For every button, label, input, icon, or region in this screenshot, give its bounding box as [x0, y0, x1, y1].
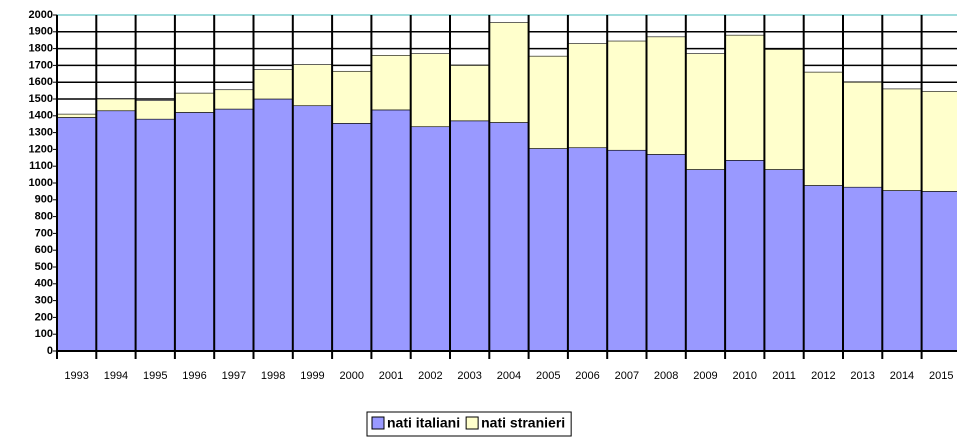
y-tick-label: 1000	[29, 177, 53, 189]
bar-segment	[803, 71, 844, 186]
bar-segment	[881, 190, 922, 352]
bar-segment	[724, 34, 765, 161]
x-tick-label: 2013	[850, 370, 874, 382]
legend: nati italiani nati stranieri	[366, 411, 572, 437]
y-tick-label: 1200	[29, 143, 53, 155]
bar-segment	[174, 92, 215, 113]
bar-segment	[331, 70, 372, 124]
bar-segment	[606, 40, 647, 151]
y-tick-label: 300	[35, 295, 53, 307]
bar-segment	[724, 160, 765, 352]
bar-segment	[528, 55, 569, 149]
legend-label: nati italiani	[387, 415, 460, 431]
bar-segment	[842, 81, 883, 188]
y-tick-label: 1600	[29, 76, 53, 88]
x-tick-label: 1998	[261, 370, 285, 382]
y-tick-label: 800	[35, 211, 53, 223]
bar-segment	[56, 113, 97, 118]
bar-segment	[881, 88, 922, 191]
bar-segment	[292, 105, 333, 352]
x-tick-label: 2014	[890, 370, 914, 382]
x-tick-label: 2002	[418, 370, 442, 382]
bar-segment	[488, 22, 529, 123]
x-tick-label: 1996	[182, 370, 206, 382]
bar-segment	[567, 147, 608, 352]
x-tick-label: 2011	[772, 370, 796, 382]
bar-segment	[410, 53, 451, 128]
y-tick-label: 1700	[29, 59, 53, 71]
bar-segment	[135, 118, 176, 352]
y-tick-label: 400	[35, 278, 53, 290]
bar-segment	[606, 149, 647, 352]
bar-segment	[410, 126, 451, 352]
bar-segment	[96, 98, 136, 112]
bar-segment	[96, 110, 136, 352]
x-tick-label: 2004	[497, 370, 521, 382]
x-tick-label: 1994	[104, 370, 128, 382]
bar-segment	[488, 122, 529, 352]
y-tick-label: 500	[35, 261, 53, 273]
y-tick-label: 0	[47, 345, 53, 357]
y-tick-label: 1500	[29, 93, 53, 105]
bar-segment	[253, 98, 294, 352]
y-tick-label: 900	[35, 194, 53, 206]
bar-segment	[56, 117, 97, 352]
y-tick-label: 1800	[29, 43, 53, 55]
bar-segment	[803, 185, 844, 352]
bar-segment	[764, 169, 805, 352]
bar-segment	[921, 191, 957, 352]
bar-segment	[685, 53, 726, 170]
y-tick-label: 200	[35, 311, 53, 323]
legend-swatch	[465, 416, 479, 430]
bar-segment	[685, 169, 726, 352]
x-tick-label: 2005	[536, 370, 560, 382]
y-tick-label: 600	[35, 244, 53, 256]
bar-segment	[213, 108, 254, 352]
y-tick-label: 1100	[29, 160, 53, 172]
x-tick-label: 2001	[379, 370, 403, 382]
x-tick-label: 2007	[615, 370, 639, 382]
bar-segment	[213, 89, 254, 110]
x-tick-label: 2008	[654, 370, 678, 382]
y-tick-label: 2000	[29, 9, 53, 21]
bar-segment	[371, 55, 411, 111]
y-tick-label: 1400	[29, 110, 53, 122]
x-tick-label: 2006	[575, 370, 599, 382]
bar-segment	[646, 154, 687, 352]
y-tick-label: 100	[35, 328, 53, 340]
x-tick-label: 2015	[929, 370, 953, 382]
bar-segment	[646, 36, 687, 155]
legend-label: nati stranieri	[481, 415, 565, 431]
bar-segment	[567, 43, 608, 149]
legend-box	[366, 411, 572, 437]
x-tick-label: 1999	[300, 370, 324, 382]
x-tick-label: 2003	[457, 370, 481, 382]
y-tick-label: 700	[35, 227, 53, 239]
bar-segment	[449, 65, 490, 122]
bar-segment	[253, 69, 294, 100]
bar-segment	[292, 64, 333, 107]
bar-segment	[921, 91, 957, 192]
bar-segment	[135, 100, 176, 120]
bar-segment	[331, 123, 372, 352]
x-tick-label: 1995	[143, 370, 167, 382]
x-tick-label: 2012	[811, 370, 835, 382]
x-tick-label: 1997	[222, 370, 246, 382]
y-tick-label: 1900	[29, 26, 53, 38]
bar-segment	[371, 109, 411, 352]
x-tick-label: 2009	[693, 370, 717, 382]
bar-segment	[174, 112, 215, 352]
x-tick-label: 1993	[64, 370, 88, 382]
x-tick-label: 2000	[340, 370, 364, 382]
x-tick-label: 2010	[733, 370, 757, 382]
y-tick-label: 1300	[29, 127, 53, 139]
legend-swatch	[371, 416, 385, 430]
bar-segment	[842, 186, 883, 352]
bar-segment	[449, 120, 490, 352]
bar-segment	[764, 49, 805, 170]
bar-segment	[528, 148, 569, 352]
